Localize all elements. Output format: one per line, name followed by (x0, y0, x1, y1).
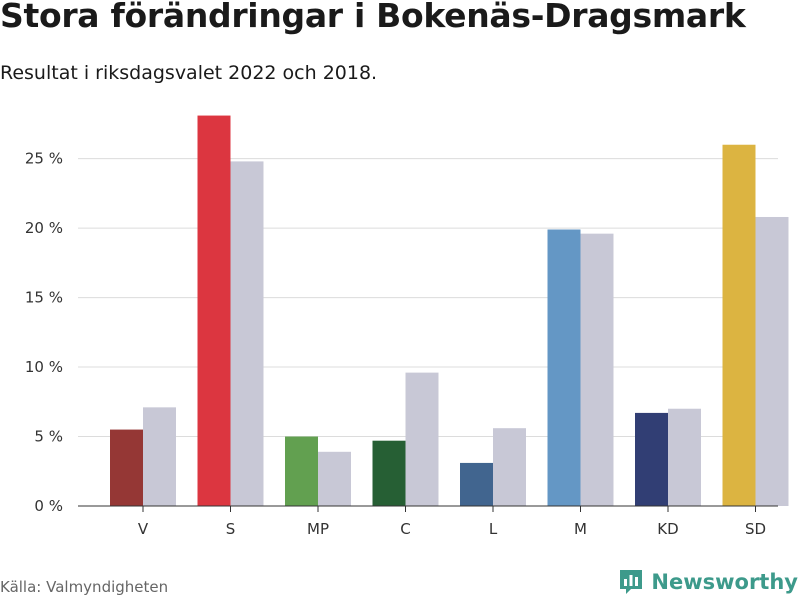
x-tick-label: MP (307, 520, 329, 538)
x-axis-ticks: V S MP C L M KD SD (138, 506, 766, 538)
chart-subtitle: Resultat i riksdagsvalet 2022 och 2018. (0, 62, 378, 84)
bar-2018-kd (668, 408, 701, 506)
y-tick-label: 10 % (25, 358, 63, 376)
bar-2018-sd (755, 216, 789, 506)
bar-2022-sd (722, 144, 756, 506)
bar-2022-mp (285, 436, 318, 506)
y-tick-label: 25 % (25, 150, 63, 168)
y-tick-label: 20 % (25, 219, 63, 237)
x-tick-label: S (226, 520, 236, 538)
bar-2018-mp (318, 451, 351, 506)
source-note: Källa: Valmyndigheten (0, 578, 169, 596)
brand-logo: Newsworthy (618, 568, 798, 596)
x-tick-label: SD (745, 520, 766, 538)
chart-title: Stora förändringar i Bokenäs-Dragsmark (0, 0, 746, 35)
bar-2022-m (547, 229, 581, 506)
x-tick-label: L (489, 520, 498, 538)
bar-2018-s (230, 161, 264, 506)
brand-name: Newsworthy (651, 570, 798, 594)
x-tick-label: C (400, 520, 410, 538)
newsworthy-logo-icon (620, 570, 643, 594)
y-tick-label: 0 % (34, 497, 63, 515)
y-tick-label: 15 % (25, 289, 63, 307)
y-axis-ticks: 0 % 5 % 10 % 15 % 20 % 25 % (25, 150, 63, 515)
bar-2018-m (580, 233, 614, 507)
bar-2018-l (493, 428, 526, 506)
bar-2022-kd (635, 412, 668, 506)
y-tick-label: 5 % (34, 428, 63, 446)
bar-2022-c (372, 440, 406, 506)
x-tick-label: V (138, 520, 149, 538)
bar-2022-s (197, 115, 231, 506)
bar-2018-v (143, 407, 176, 506)
bar-2022-l (460, 462, 493, 506)
bars (110, 115, 789, 507)
bar-2018-c (405, 372, 439, 506)
x-tick-label: M (574, 520, 587, 538)
bar-2022-v (110, 429, 143, 506)
x-tick-label: KD (657, 520, 678, 538)
